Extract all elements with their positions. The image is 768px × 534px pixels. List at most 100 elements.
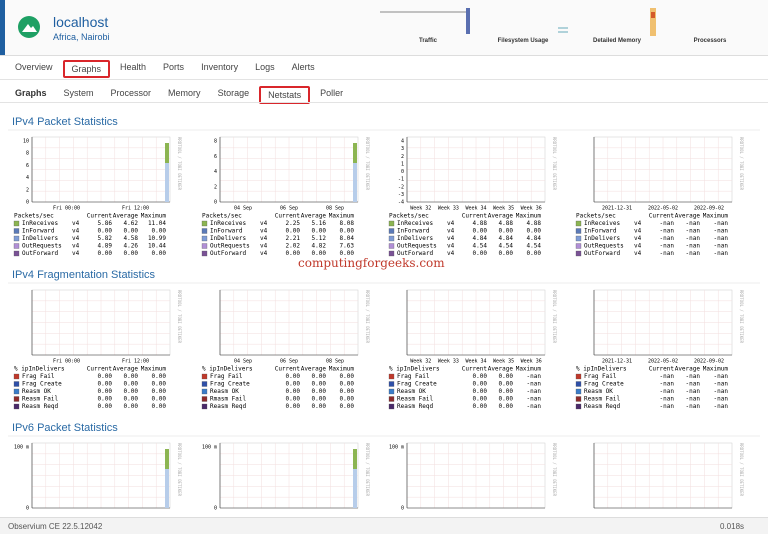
legend-cell: 8.04 xyxy=(340,235,355,242)
y-tick-label: 0 xyxy=(26,506,29,512)
legend-cell: -nan xyxy=(686,388,701,395)
legend-cell: InReceives xyxy=(210,220,247,227)
legend-cell: -nan xyxy=(660,373,675,380)
legend-cell: 0.00 xyxy=(340,396,355,403)
trace xyxy=(165,143,169,163)
legend-cell: OutForward xyxy=(22,250,59,257)
legend-swatch xyxy=(388,220,395,227)
subnav-item[interactable]: Memory xyxy=(168,88,201,98)
y-tick-label: 100 m xyxy=(202,445,217,451)
legend-cell: -nan xyxy=(660,235,675,242)
legend-cell: 8.08 xyxy=(340,220,355,227)
nav-item[interactable]: Inventory xyxy=(201,62,239,72)
nav-item[interactable]: Graphs xyxy=(62,60,111,78)
nav-item[interactable]: Overview xyxy=(15,62,53,72)
legend-swatch xyxy=(575,243,582,249)
legend-cell: Reasm Reqd xyxy=(397,403,434,410)
legend-cell: 0.00 xyxy=(124,373,139,380)
legend-cell: 0.00 xyxy=(152,373,167,380)
legend-cell: 4.84 xyxy=(527,235,542,242)
y-tick-label: 10 xyxy=(23,139,29,145)
legend-header: Average xyxy=(488,366,514,373)
legend-header: Maximum xyxy=(141,366,167,373)
legend-swatch xyxy=(13,228,20,234)
legend-cell: 0.00 xyxy=(124,250,139,257)
x-tick-label: 06 Sep xyxy=(280,359,298,365)
subnav-item[interactable]: System xyxy=(63,88,94,98)
rrdtool-label: RRDTOOL / TOBI OETIKER xyxy=(552,137,557,191)
x-tick-label: Week 35 xyxy=(493,359,514,365)
rrdtool-label: RRDTOOL / TOBI OETIKER xyxy=(552,443,557,497)
subnav-item[interactable]: Storage xyxy=(217,88,250,98)
legend-cell: 5.82 xyxy=(98,235,113,242)
legend-cell: 0.00 xyxy=(286,388,301,395)
y-tick-label: 0 xyxy=(214,506,217,512)
subnav-item[interactable]: Netstats xyxy=(259,86,311,104)
legend-cell: Reasm Fail xyxy=(22,396,59,403)
legend-cell: Rmasm Fail xyxy=(210,396,247,403)
logo xyxy=(18,16,40,38)
legend-swatch xyxy=(201,243,208,249)
legend-cell: 0.00 xyxy=(340,228,355,235)
legend-cell: 4.84 xyxy=(473,235,488,242)
legend-cell: -nan xyxy=(527,388,542,395)
legend-cell: v4 xyxy=(634,228,642,235)
legend-cell: -nan xyxy=(714,373,729,380)
legend-cell: Frag Create xyxy=(584,381,624,388)
legend-cell: 0.00 xyxy=(499,381,514,388)
legend-cell: v4 xyxy=(72,220,80,227)
legend-swatch xyxy=(13,396,20,402)
rrdtool-label: RRDTOOL / TOBI OETIKER xyxy=(552,290,557,344)
x-tick-label: Fri 12:00 xyxy=(122,206,149,212)
footer: Observium CE 22.5.12042 0.018s xyxy=(0,517,768,534)
legend-cell: -nan xyxy=(714,250,729,257)
legend-cell: 0.00 xyxy=(98,403,113,410)
trace xyxy=(353,149,357,202)
legend-cell: Reasm Reqd xyxy=(210,403,247,410)
legend-cell: 0.00 xyxy=(527,250,542,257)
legend-cell: 0.00 xyxy=(286,373,301,380)
y-tick-label: 6 xyxy=(26,163,29,169)
legend-header: Packets/sec xyxy=(14,213,54,220)
legend-cell: 0.00 xyxy=(124,403,139,410)
nav-item[interactable]: Ports xyxy=(163,62,185,72)
x-tick-label: 04 Sep xyxy=(234,206,252,212)
x-tick-label: 08 Sep xyxy=(326,359,344,365)
nav-item[interactable]: Logs xyxy=(255,62,275,72)
legend-cell: v4 xyxy=(72,250,80,257)
nav-item[interactable]: Health xyxy=(120,62,147,72)
y-tick-label: 0 xyxy=(401,169,404,175)
legend-cell: 4.62 xyxy=(124,220,139,227)
legend-cell: -nan xyxy=(714,396,729,403)
legend-cell: Frag Create xyxy=(397,381,437,388)
legend-header: Average xyxy=(488,213,514,220)
legend-swatch xyxy=(388,235,395,242)
subnav: Graphs System Processor Memory Storage N… xyxy=(8,86,353,104)
legend-cell: -nan xyxy=(527,373,542,380)
graphs: computingforgeeks.com IPv4 Packet Statis… xyxy=(8,116,760,512)
subnav-item[interactable]: Processor xyxy=(110,88,152,98)
legend-swatch xyxy=(13,388,20,395)
legend-header: Current xyxy=(87,213,113,220)
legend-cell: -nan xyxy=(714,243,729,250)
legend-cell: v4 xyxy=(260,250,268,257)
legend-swatch xyxy=(575,396,582,402)
nav-item[interactable]: Alerts xyxy=(291,62,315,72)
x-tick-label: 2021-12-31 xyxy=(602,206,632,212)
legend-cell: 2.02 xyxy=(286,243,301,250)
legend-cell: InForward xyxy=(397,228,430,235)
legend-cell: -nan xyxy=(714,381,729,388)
legend-header: Maximum xyxy=(329,366,355,373)
x-tick-label: Week 35 xyxy=(493,206,514,212)
legend-cell: 4.54 xyxy=(499,243,514,250)
subnav-item[interactable]: Poller xyxy=(320,88,344,98)
rrdtool-label: RRDTOOL / TOBI OETIKER xyxy=(177,137,182,191)
subnav-item[interactable]: Graphs xyxy=(15,88,47,98)
nav: Overview Graphs Health Ports Inventory L… xyxy=(8,60,325,78)
legend-header: Packets/sec xyxy=(202,213,242,220)
y-tick-label: -4 xyxy=(398,200,404,206)
legend-cell: 4.84 xyxy=(499,235,514,242)
legend-header: Average xyxy=(113,213,139,220)
legend-cell: Reasm OK xyxy=(397,388,426,395)
legend-cell: -nan xyxy=(660,381,675,388)
